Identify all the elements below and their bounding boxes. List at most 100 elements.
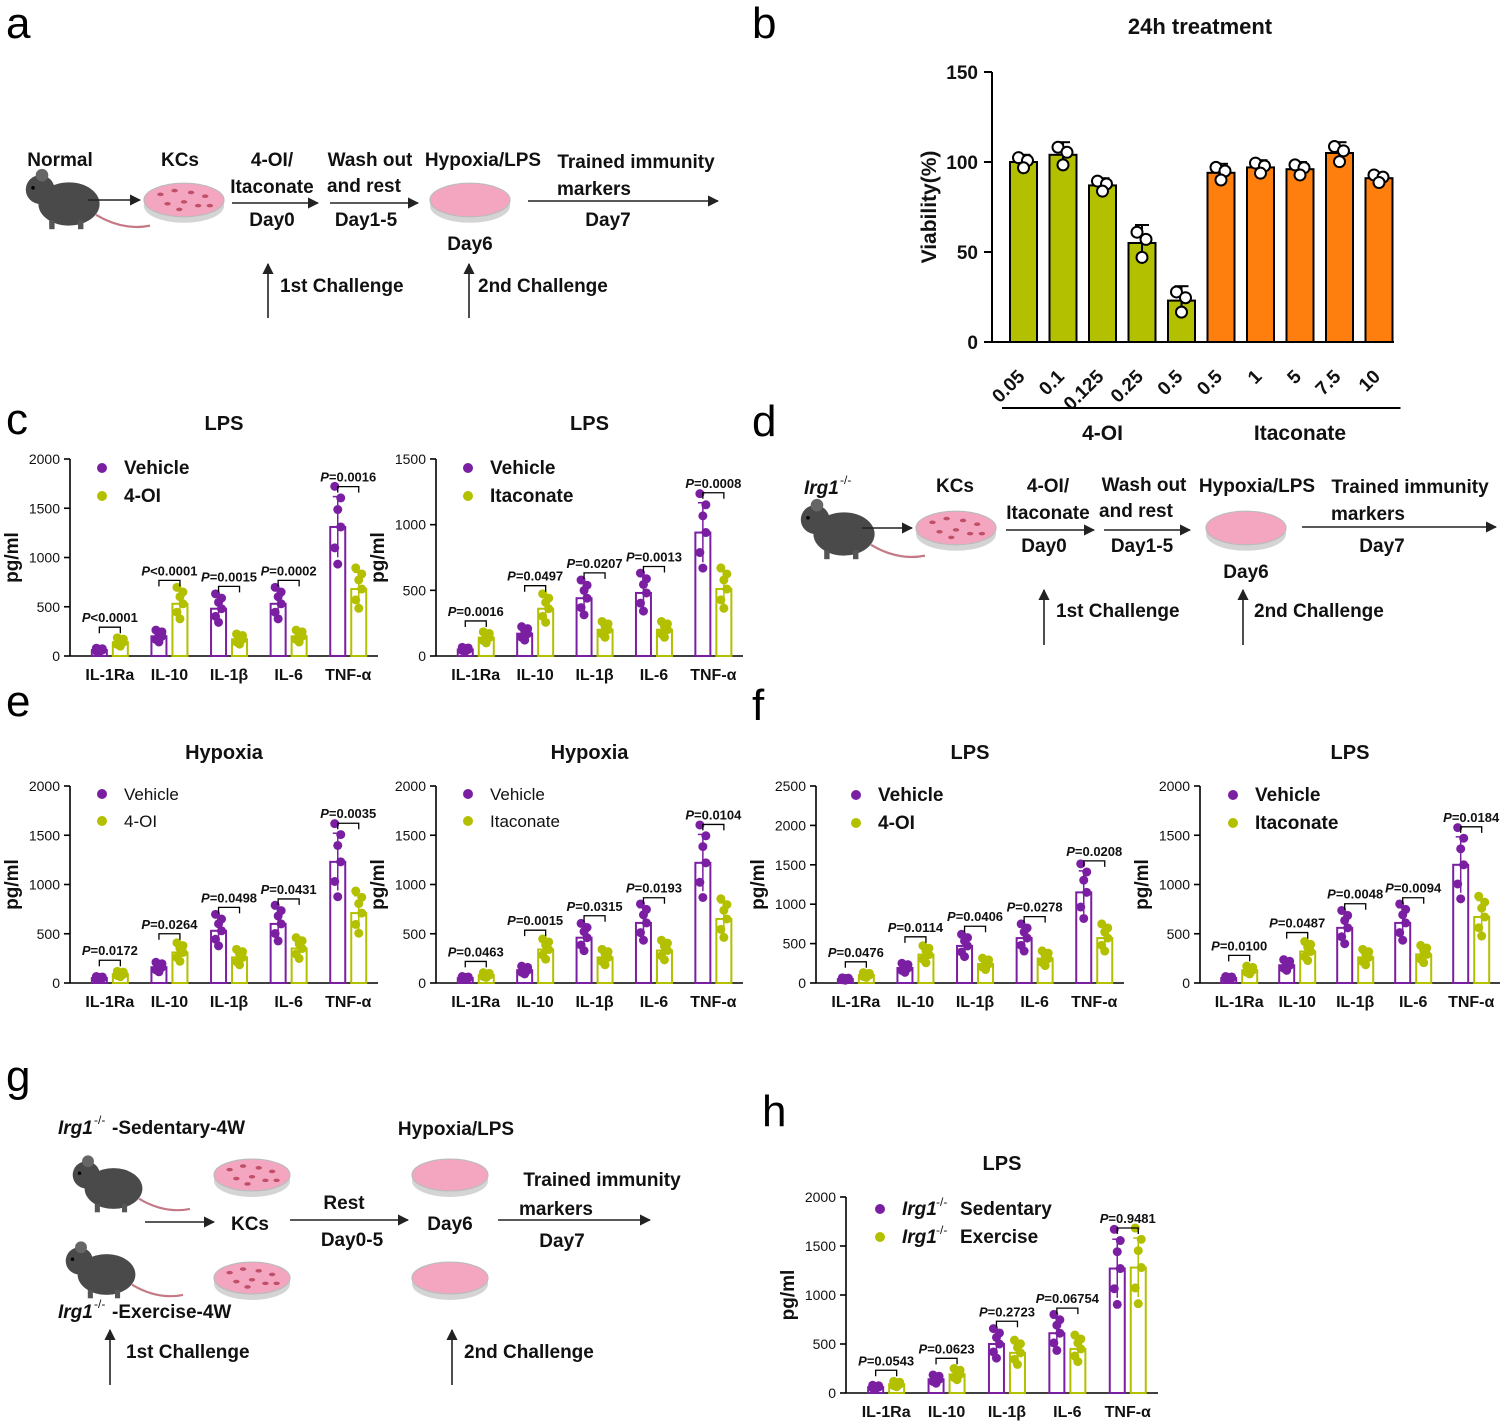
chart-f1-point [1019, 946, 1029, 956]
chart-e1-legend-marker [97, 789, 107, 799]
chart-c1-point [330, 481, 340, 491]
dish-cell [273, 1281, 280, 1286]
scheme-a-kcs-label: KCs [161, 150, 199, 171]
chart-e2-bracket [583, 915, 606, 922]
chart-h-point [1012, 1359, 1022, 1369]
chart-e1-point [330, 819, 340, 829]
chart-e2-legend-marker [463, 789, 473, 799]
chart-b-point [1096, 184, 1109, 198]
chart-f1-ytick-label: 1000 [775, 896, 806, 912]
chart-b-bar [1325, 152, 1354, 343]
chart-e1-bracket [98, 959, 121, 967]
chart-c2-point [659, 632, 669, 642]
chart-f2-point [1306, 946, 1316, 956]
chart-c2-point [695, 548, 705, 558]
dish-cell [255, 1269, 262, 1273]
chart-e1-pvalue: P=0.0035 [320, 806, 376, 821]
chart-f1-point [1040, 961, 1050, 971]
chart-e2-ylabel: pg/ml [368, 859, 389, 910]
chart-c1-point [175, 614, 185, 624]
chart-h-point [1133, 1299, 1143, 1309]
chart-c2-legend-marker [463, 463, 473, 473]
chart-f1-point [1076, 902, 1086, 912]
chart-h-legend-marker [875, 1232, 885, 1242]
chart-f2-xtick-label: IL-1β [1336, 994, 1374, 1011]
chart-c2-title: LPS [570, 413, 609, 435]
scheme-a-mouse [25, 168, 151, 230]
chart-b-group-label: Itaconate [1254, 422, 1346, 445]
scheme-a-treat-label-1: 4-OI/ [251, 150, 294, 171]
chart-c2-point [638, 606, 648, 616]
chart-h-point [1115, 1264, 1125, 1274]
chart-f2-ytick-label: 2000 [1159, 778, 1190, 794]
chart-e2-point [701, 858, 711, 868]
chart-f2-point [1456, 894, 1466, 904]
chart-f2-point [1474, 923, 1484, 933]
chart-c2-ytick-label: 1500 [395, 451, 426, 467]
chart-f2-point [1306, 939, 1316, 949]
chart-f1-ytick-label: 0 [798, 975, 806, 991]
scheme-a-wash-2: and rest [327, 176, 402, 197]
chart-e1-point [294, 953, 304, 963]
chart-c1-xtick-label: TNF-α [325, 667, 371, 684]
chart-b-xtick-label: 0.25 [1107, 366, 1148, 407]
chart-c1-legend-label: 4-OI [124, 486, 161, 507]
chart-e1-point [351, 919, 361, 929]
chart-c1-point [217, 593, 227, 603]
chart-e2-point [463, 972, 473, 982]
chart-b-ytick-label: 100 [946, 153, 978, 174]
chart-h-ytick-label: 2000 [805, 1189, 836, 1205]
scheme-a-day6: Day6 [447, 234, 492, 255]
chart-f2-xtick-label: IL-6 [1399, 994, 1428, 1011]
dish-cell [233, 1279, 240, 1284]
chart-f2-point [1477, 931, 1487, 941]
dish-cell [978, 531, 986, 536]
chart-f1-ytick-label: 1500 [775, 857, 806, 873]
chart-f1-point [921, 958, 931, 968]
chart-c2-point [520, 635, 530, 645]
chart-e2-pvalue: P=0.0193 [626, 881, 682, 896]
chart-h-point [994, 1328, 1004, 1338]
scheme-d-dish-kcs [915, 510, 997, 551]
chart-c2-point [701, 528, 711, 538]
chart-b-ytick-label: 150 [946, 63, 978, 84]
scheme-d-hyp-label: Hypoxia/LPS [1199, 476, 1315, 497]
chart-h-point [952, 1375, 962, 1385]
chart-f2-point [1248, 962, 1258, 972]
dish-cell [943, 516, 950, 521]
mouse-leg [87, 1289, 93, 1299]
chart-e1-pvalue: P=0.0264 [141, 917, 198, 932]
chart-f2-xtick-label: TNF-α [1448, 994, 1494, 1011]
chart-h-ytick-label: 1500 [805, 1238, 836, 1254]
chart-f1-ytick-label: 2000 [775, 817, 806, 833]
chart-f2-xtick-label: IL-1Ra [1215, 994, 1264, 1011]
chart-h-bracket [1056, 1307, 1079, 1315]
chart-e2-ytick-label: 1000 [395, 877, 426, 893]
chart-e1-xtick-label: IL-1Ra [85, 994, 134, 1011]
chart-h-pvalue: P=0.0543 [858, 1353, 914, 1368]
chart-e2-point [719, 932, 729, 942]
scheme-g-mouse-exercise [65, 1241, 184, 1299]
mouse-tail [95, 213, 151, 229]
chart-c1-point [357, 569, 367, 579]
chart-f1-point [1022, 933, 1032, 943]
chart-h-point [934, 1371, 944, 1381]
chart-f1-xtick-label: IL-6 [1020, 994, 1049, 1011]
chart-h-point [955, 1365, 965, 1375]
chart-c2-point [576, 603, 586, 613]
scheme-d-wash-1: Wash out [1102, 475, 1187, 496]
scheme-g-dish-hyp-2 [411, 1261, 489, 1300]
chart-c2-point [698, 563, 708, 573]
chart-f1-point [1079, 875, 1089, 885]
scheme-d-irg1-label: Irg1 [804, 478, 839, 499]
dish-medium [915, 510, 997, 546]
dish-cell [244, 1182, 251, 1186]
chart-f1-legend-marker [851, 790, 861, 800]
chart-c2-point [582, 580, 592, 590]
chart-f1-point [1022, 923, 1032, 933]
chart-e1-point [217, 914, 227, 924]
chart-f1-point [960, 952, 970, 962]
scheme-g-dish-exe [213, 1261, 291, 1300]
chart-e1-point [175, 956, 185, 966]
